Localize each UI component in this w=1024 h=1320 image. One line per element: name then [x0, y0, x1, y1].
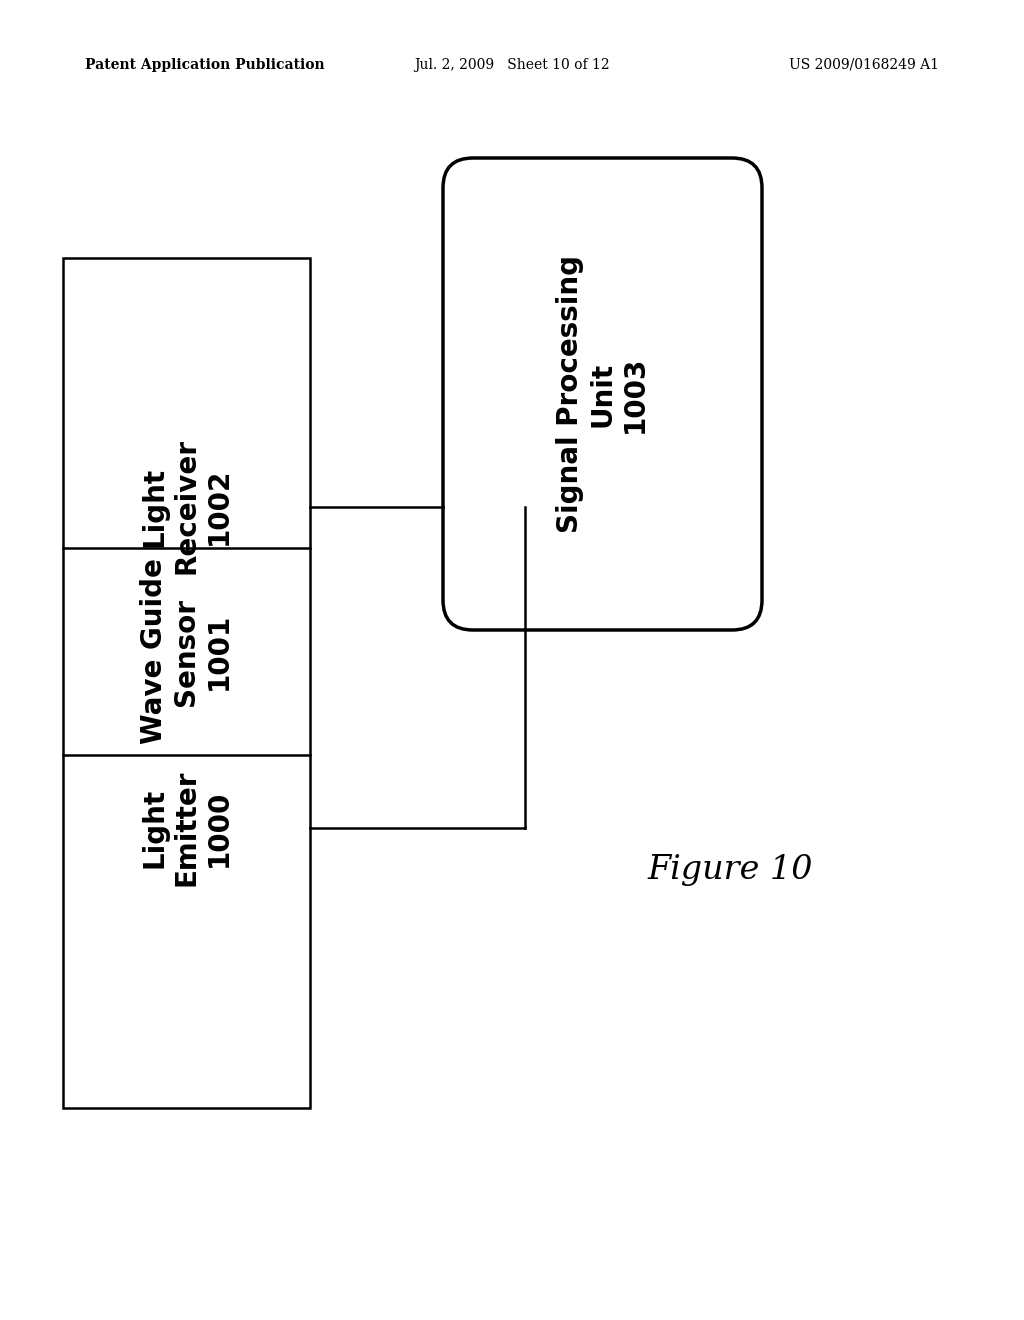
Text: Figure 10: Figure 10 [647, 854, 813, 886]
Text: Wave Guide
Sensor
1001: Wave Guide Sensor 1001 [140, 558, 232, 744]
Text: Jul. 2, 2009   Sheet 10 of 12: Jul. 2, 2009 Sheet 10 of 12 [414, 58, 610, 73]
Text: Patent Application Publication: Patent Application Publication [85, 58, 325, 73]
FancyBboxPatch shape [443, 158, 762, 630]
Text: Signal Processing
Unit
1003: Signal Processing Unit 1003 [556, 255, 649, 533]
Text: Light
Emitter
1000: Light Emitter 1000 [140, 770, 232, 886]
Bar [63, 257, 310, 1107]
Text: US 2009/0168249 A1: US 2009/0168249 A1 [790, 58, 939, 73]
Text: Light
Receiver
1002: Light Receiver 1002 [140, 438, 232, 574]
